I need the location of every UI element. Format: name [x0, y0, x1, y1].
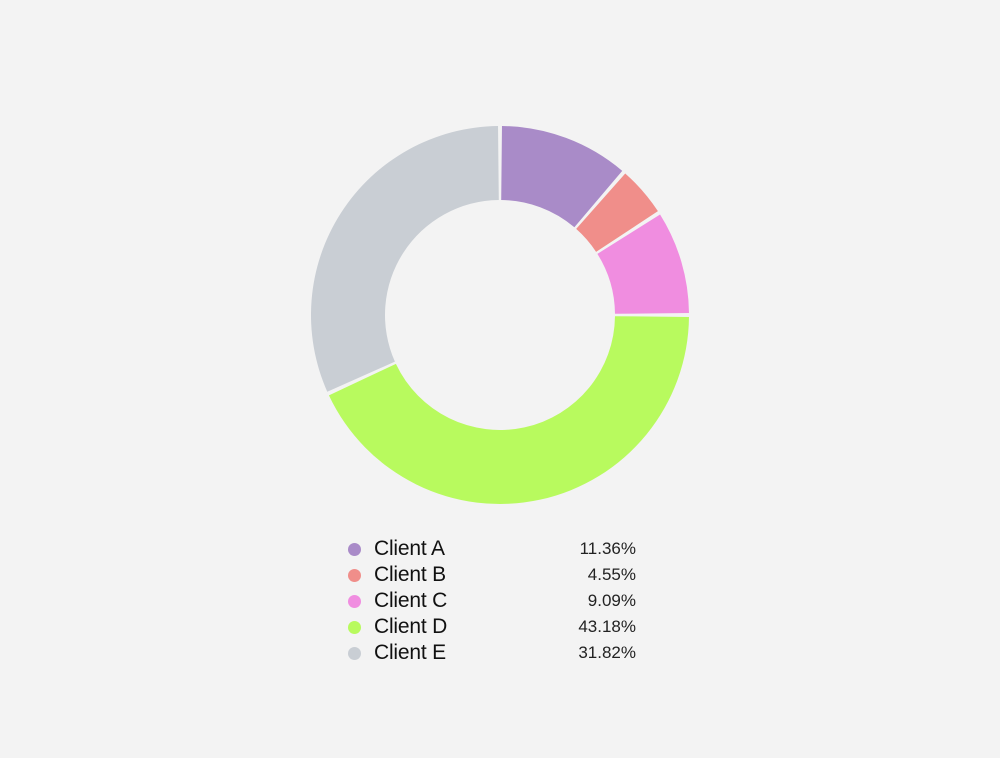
legend: Client A 11.36% Client B 4.55% Client C … — [348, 536, 648, 666]
legend-marker-client-a — [348, 542, 361, 556]
donut-slice-client-c[interactable] — [597, 214, 689, 314]
donut-slice-client-b[interactable] — [576, 173, 658, 252]
donut-slice-client-a[interactable] — [501, 126, 623, 228]
legend-value-client-a: 11.36% — [579, 539, 636, 558]
legend-marker-client-c — [348, 594, 361, 608]
legend-item-client-d: Client D 43.18% — [348, 614, 648, 640]
legend-item-client-c: Client C 9.09% — [348, 588, 648, 614]
legend-value-client-c: 9.09% — [587, 591, 636, 610]
legend-value-client-b: 4.55% — [587, 565, 636, 584]
legend-value-client-e: 31.82% — [578, 643, 636, 662]
legend-item-client-b: Client B 4.55% — [348, 562, 648, 588]
legend-marker-client-b — [348, 568, 361, 582]
legend-value-client-d: 43.18% — [578, 617, 636, 636]
donut-slice-client-d[interactable] — [328, 316, 689, 504]
legend-label-client-c: Client C — [374, 589, 448, 612]
legend-marker-client-e — [348, 646, 361, 660]
legend-label-client-a: Client A — [374, 537, 445, 560]
donut-slice-client-e[interactable] — [311, 126, 499, 392]
legend-marker-client-d — [348, 620, 361, 634]
legend-item-client-e: Client E 31.82% — [348, 640, 648, 666]
legend-label-client-e: Client E — [374, 641, 446, 664]
legend-item-client-a: Client A 11.36% — [348, 536, 648, 562]
legend-label-client-d: Client D — [374, 615, 448, 638]
legend-label-client-b: Client B — [374, 563, 446, 586]
donut-chart — [311, 126, 689, 504]
